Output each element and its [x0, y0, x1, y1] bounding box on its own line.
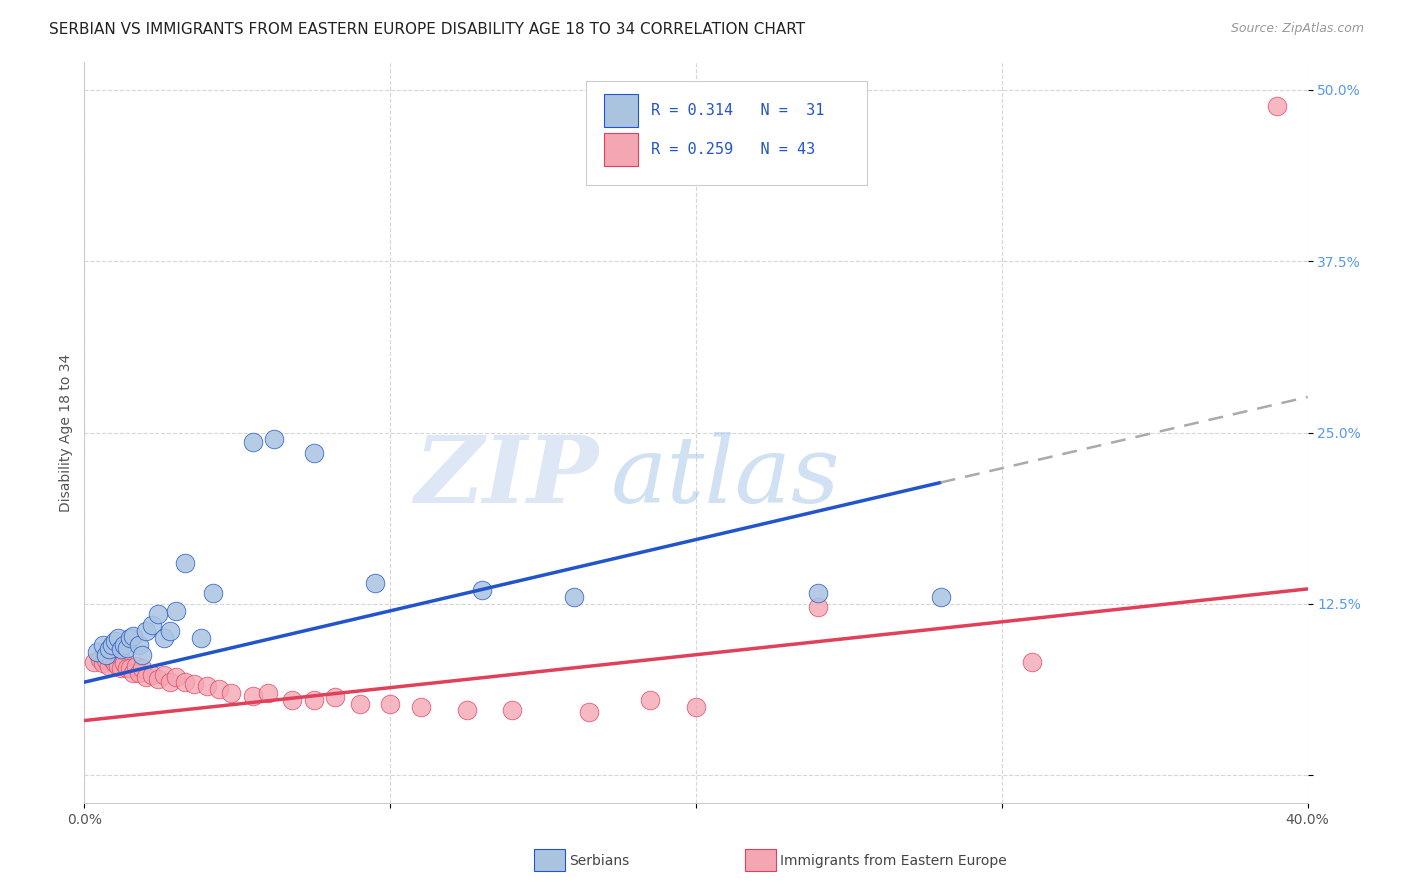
Point [131, 648, 153, 662]
Point [364, 576, 387, 591]
Point [112, 656, 135, 670]
Text: Source: ZipAtlas.com: Source: ZipAtlas.com [1230, 22, 1364, 36]
Text: R = 0.259   N = 43: R = 0.259 N = 43 [651, 143, 815, 157]
Point [471, 583, 494, 598]
Point [302, 693, 325, 707]
Point [685, 699, 707, 714]
Point [153, 668, 176, 682]
Point [101, 652, 124, 666]
Point [1265, 99, 1288, 113]
Point [83, 655, 105, 669]
Point [107, 658, 129, 673]
Point [122, 665, 145, 680]
Text: Immigrants from Eastern Europe: Immigrants from Eastern Europe [780, 854, 1007, 868]
FancyBboxPatch shape [586, 81, 868, 185]
Point [323, 690, 346, 705]
Text: SERBIAN VS IMMIGRANTS FROM EASTERN EUROPE DISABILITY AGE 18 TO 34 CORRELATION CH: SERBIAN VS IMMIGRANTS FROM EASTERN EUROP… [49, 22, 806, 37]
Point [86, 645, 108, 659]
Point [183, 676, 205, 690]
Point [456, 702, 478, 716]
Point [219, 686, 242, 700]
Point [107, 632, 129, 646]
Point [125, 658, 148, 673]
Point [174, 675, 197, 690]
Point [165, 604, 187, 618]
Point [263, 433, 285, 447]
Point [638, 693, 661, 707]
Point [120, 661, 142, 675]
Point [141, 617, 163, 632]
Point [135, 670, 157, 684]
Point [159, 624, 181, 639]
Point [409, 699, 432, 714]
Text: ZIP: ZIP [413, 432, 598, 522]
Point [380, 697, 402, 711]
Point [97, 658, 120, 673]
Point [135, 624, 157, 639]
Point [94, 648, 117, 662]
Bar [605, 94, 638, 128]
Point [120, 632, 142, 646]
Point [807, 586, 830, 600]
Point [807, 599, 830, 614]
Point [281, 693, 304, 707]
Point [242, 435, 264, 450]
Point [1021, 655, 1043, 669]
Point [89, 652, 111, 666]
Point [110, 661, 132, 675]
Point [104, 634, 127, 648]
Point [174, 556, 197, 570]
Point [242, 689, 264, 703]
Point [128, 638, 150, 652]
Point [257, 686, 280, 700]
Point [146, 673, 169, 687]
Point [110, 642, 132, 657]
Point [929, 590, 952, 604]
Point [131, 661, 153, 675]
Point [195, 679, 218, 693]
Point [91, 638, 114, 652]
Point [190, 632, 212, 646]
Point [208, 681, 231, 696]
Point [349, 697, 371, 711]
Text: Serbians: Serbians [569, 854, 630, 868]
Point [141, 668, 163, 682]
Point [562, 590, 585, 604]
Point [112, 638, 135, 652]
Point [146, 607, 169, 621]
Point [153, 632, 176, 646]
Point [94, 653, 117, 667]
Text: R = 0.314   N =  31: R = 0.314 N = 31 [651, 103, 824, 118]
Point [302, 446, 325, 460]
Point [101, 638, 124, 652]
Point [104, 656, 127, 670]
Point [165, 670, 187, 684]
Bar [605, 133, 638, 167]
Point [122, 628, 145, 642]
Point [201, 586, 224, 600]
Y-axis label: Disability Age 18 to 34: Disability Age 18 to 34 [59, 353, 73, 512]
Point [115, 661, 138, 675]
Point [578, 706, 600, 720]
Point [159, 675, 181, 690]
Point [97, 642, 120, 657]
Point [128, 665, 150, 680]
Point [115, 640, 138, 655]
Point [91, 656, 114, 670]
Point [502, 702, 524, 716]
Text: atlas: atlas [610, 432, 839, 522]
